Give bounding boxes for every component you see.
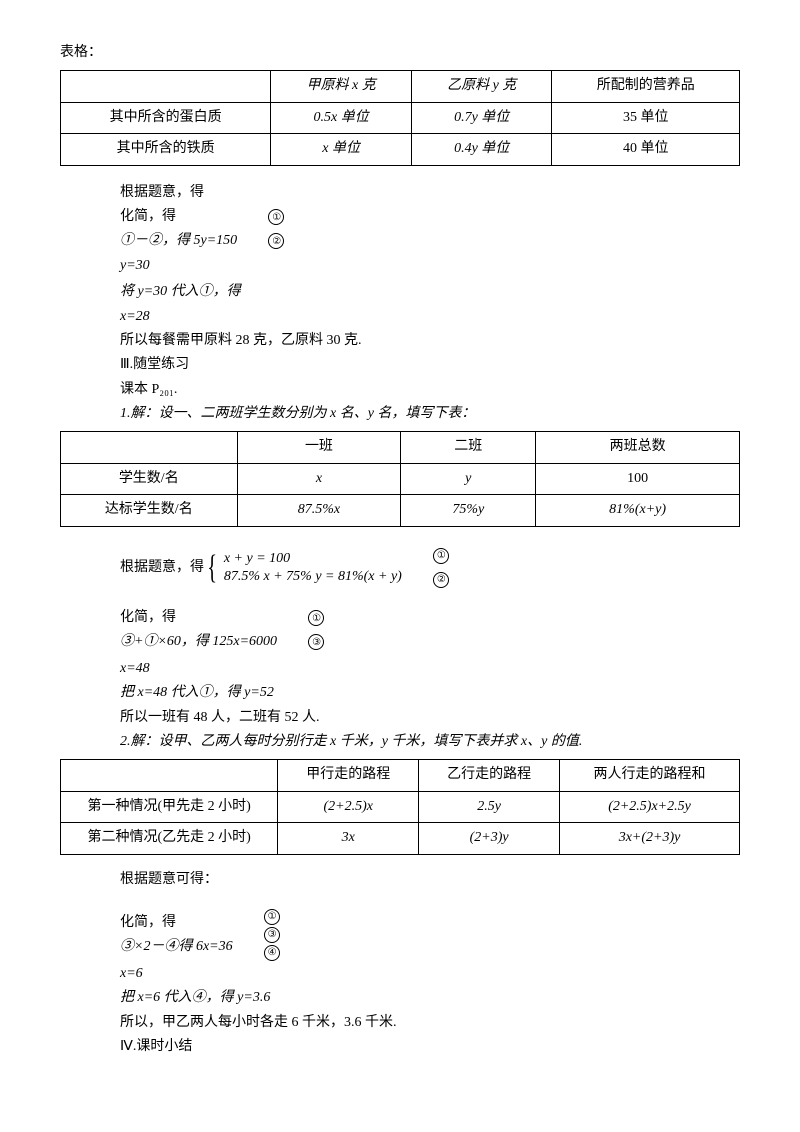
table-row: 第一种情况(甲先走 2 小时) (2+2.5)x 2.5y (2+2.5)x+2… [61, 791, 740, 822]
text-line: x=28 [120, 306, 740, 328]
text-line: 所以，甲乙两人每小时各走 6 千米，3.6 千米. [120, 1012, 740, 1034]
circled-3-icon: ③ [308, 634, 324, 650]
cell: 0.4y 单位 [411, 134, 552, 165]
cell [61, 71, 271, 102]
text-line: 根据题意可得： [120, 869, 740, 891]
circled-3-icon: ③ [264, 927, 280, 943]
text-line: x=6 [120, 963, 740, 985]
table-row: 第二种情况(乙先走 2 小时) 3x (2+3)y 3x+(2+3)y [61, 823, 740, 854]
question-1: 1.解：设一、二两班学生数分别为 x 名、y 名，填写下表： [120, 403, 740, 425]
cell: 一班 [237, 432, 401, 463]
cell: 两人行走的路程和 [560, 760, 740, 791]
text-line: y=30 [120, 255, 237, 277]
cell: (2+3)y [419, 823, 560, 854]
cell: 40 单位 [552, 134, 740, 165]
cell: 其中所含的铁质 [61, 134, 271, 165]
cell: (2+2.5)x+2.5y [560, 791, 740, 822]
text-line: 化简，得 [120, 607, 277, 629]
cell: 其中所含的蛋白质 [61, 102, 271, 133]
table-1: 甲原料 x 克 乙原料 y 克 所配制的营养品 其中所含的蛋白质 0.5x 单位… [60, 70, 740, 165]
cell: 达标学生数/名 [61, 495, 238, 526]
cell: (2+2.5)x [278, 791, 419, 822]
eq-markers: ① ② [432, 548, 450, 588]
eq-prefix: 根据题意，得 [120, 557, 204, 579]
text-line: x=48 [120, 658, 740, 680]
cell: x 单位 [271, 134, 412, 165]
text-line: 课本 P₂₀₁. [120, 379, 740, 401]
cell: 0.5x 单位 [271, 102, 412, 133]
cell: 乙行走的路程 [419, 760, 560, 791]
circled-2-icon: ② [433, 572, 449, 588]
text-line: 所以一班有 48 人，二班有 52 人. [120, 707, 740, 729]
circled-1-icon: ① [433, 548, 449, 564]
brace-equation: { x + y = 100 87.5% x + 75% y = 81%(x + … [204, 541, 402, 595]
cell: 3x+(2+3)y [560, 823, 740, 854]
table-row: 其中所含的蛋白质 0.5x 单位 0.7y 单位 35 单位 [61, 102, 740, 133]
section-4-heading: Ⅳ.课时小结 [120, 1036, 740, 1058]
table-row: 甲行走的路程 乙行走的路程 两人行走的路程和 [61, 760, 740, 791]
text-line: 化简，得 [120, 206, 237, 228]
cell: 第一种情况(甲先走 2 小时) [61, 791, 278, 822]
cell: 二班 [401, 432, 536, 463]
text-line: ③+①×60，得 125x=6000 [120, 631, 277, 653]
table-2: 一班 二班 两班总数 学生数/名 x y 100 达标学生数/名 87.5%x … [60, 431, 740, 526]
cell: 100 [536, 463, 740, 494]
circled-1-icon: ① [268, 209, 284, 225]
cell [61, 760, 278, 791]
text-line: 所以每餐需甲原料 28 克，乙原料 30 克. [120, 330, 740, 352]
text-line: ③×2－④得 6x=36 [120, 936, 233, 958]
cell: 35 单位 [552, 102, 740, 133]
cell: 甲行走的路程 [278, 760, 419, 791]
table-row: 甲原料 x 克 乙原料 y 克 所配制的营养品 [61, 71, 740, 102]
eq-markers: ① ③ ④ [263, 909, 281, 961]
text-line: 根据题意，得 [120, 182, 237, 204]
cell: y [401, 463, 536, 494]
cell: 0.7y 单位 [411, 102, 552, 133]
circled-2-icon: ② [268, 233, 284, 249]
cell: 2.5y [419, 791, 560, 822]
cell: 两班总数 [536, 432, 740, 463]
cell: x [237, 463, 401, 494]
table-3: 甲行走的路程 乙行走的路程 两人行走的路程和 第一种情况(甲先走 2 小时) (… [60, 759, 740, 854]
intro-line: 表格： [60, 42, 740, 64]
eq-markers: ① ② [267, 209, 285, 249]
eq-markers: ① ③ [307, 610, 325, 650]
table-row: 一班 二班 两班总数 [61, 432, 740, 463]
circled-4-icon: ④ [264, 945, 280, 961]
cell: 学生数/名 [61, 463, 238, 494]
section-3-heading: Ⅲ.随堂练习 [120, 354, 740, 376]
cell: 第二种情况(乙先走 2 小时) [61, 823, 278, 854]
cell: 乙原料 y 克 [411, 71, 552, 102]
cell: 81%(x+y) [536, 495, 740, 526]
table-row: 其中所含的铁质 x 单位 0.4y 单位 40 单位 [61, 134, 740, 165]
cell: 所配制的营养品 [552, 71, 740, 102]
text-line: 把 x=6 代入④，得 y=3.6 [120, 987, 740, 1009]
question-2: 2.解：设甲、乙两人每时分别行走 x 千米，y 千米，填写下表并求 x、y 的值… [120, 731, 740, 753]
cell [61, 432, 238, 463]
circled-1-icon: ① [308, 610, 324, 626]
text-line: 化简，得 [120, 912, 233, 934]
cell: 甲原料 x 克 [271, 71, 412, 102]
text-line: ①－②，得 5y=150 [120, 230, 237, 252]
cell: 75%y [401, 495, 536, 526]
cell: 3x [278, 823, 419, 854]
circled-1-icon: ① [264, 909, 280, 925]
table-row: 学生数/名 x y 100 [61, 463, 740, 494]
text-line: 将 y=30 代入①，得 [120, 281, 740, 303]
cell: 87.5%x [237, 495, 401, 526]
text-line: 把 x=48 代入①，得 y=52 [120, 682, 740, 704]
table-row: 达标学生数/名 87.5%x 75%y 81%(x+y) [61, 495, 740, 526]
